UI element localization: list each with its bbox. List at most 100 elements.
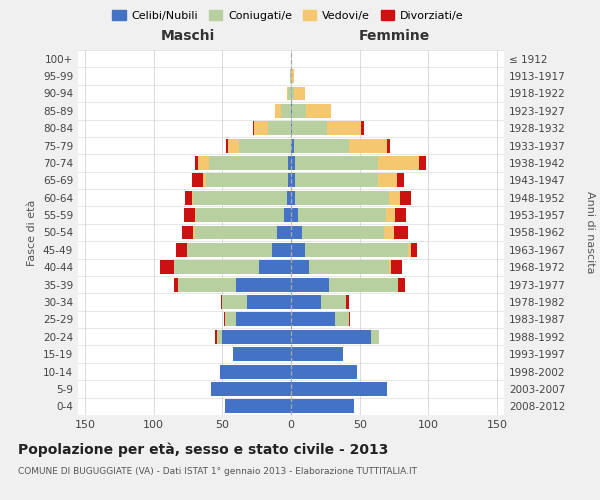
Bar [182,226,193,239]
Bar [291,104,292,118]
Bar [275,104,281,118]
Bar [268,122,291,135]
Bar [302,226,385,239]
Bar [291,208,298,222]
Bar [335,312,349,326]
Bar [236,278,291,291]
Bar [327,122,361,135]
Bar [224,312,225,326]
Bar [377,174,397,188]
Bar [394,226,408,239]
Bar [291,347,343,361]
Legend: Celibi/Nubili, Coniugati/e, Vedovi/e, Divorziati/e: Celibi/Nubili, Coniugati/e, Vedovi/e, Di… [108,6,468,25]
Bar [346,295,349,309]
Bar [193,226,195,239]
Bar [253,122,254,135]
Bar [395,208,406,222]
Bar [196,208,284,222]
Bar [295,156,377,170]
Bar [277,226,291,239]
Bar [291,191,295,204]
Bar [291,382,387,396]
Bar [387,138,390,152]
Text: COMUNE DI BUGUGGIATE (VA) - Dati ISTAT 1° gennaio 2013 - Elaborazione TUTTITALIA: COMUNE DI BUGUGGIATE (VA) - Dati ISTAT 1… [18,468,417,476]
Bar [386,208,395,222]
Bar [389,191,400,204]
Bar [284,208,291,222]
Bar [397,174,404,188]
Y-axis label: Fasce di età: Fasce di età [28,200,37,266]
Bar [195,226,277,239]
Bar [408,243,410,257]
Bar [385,226,394,239]
Bar [291,260,309,274]
Bar [298,208,386,222]
Bar [272,243,291,257]
Bar [225,400,291,413]
Bar [185,191,192,204]
Bar [291,156,295,170]
Bar [291,278,329,291]
Bar [197,156,209,170]
Bar [288,86,291,101]
Bar [309,260,389,274]
Bar [291,226,302,239]
Bar [281,104,291,118]
Bar [254,122,268,135]
Bar [228,138,239,152]
Bar [184,208,195,222]
Bar [217,330,222,344]
Bar [193,191,287,204]
Bar [291,364,357,378]
Bar [291,138,294,152]
Bar [400,191,410,204]
Bar [206,174,288,188]
Bar [176,243,187,257]
Bar [195,156,197,170]
Bar [291,400,354,413]
Bar [247,295,291,309]
Bar [287,191,291,204]
Bar [329,278,398,291]
Bar [174,278,178,291]
Bar [203,174,206,188]
Bar [349,138,387,152]
Bar [291,312,335,326]
Bar [321,295,346,309]
Y-axis label: Anni di nascita: Anni di nascita [585,191,595,274]
Bar [178,278,236,291]
Bar [292,122,327,135]
Bar [226,138,228,152]
Bar [239,138,291,152]
Bar [195,208,196,222]
Bar [305,243,408,257]
Bar [294,138,349,152]
Bar [410,243,418,257]
Bar [306,104,331,118]
Bar [211,382,291,396]
Bar [361,122,364,135]
Bar [160,260,174,274]
Bar [187,243,272,257]
Bar [294,86,305,101]
Text: Femmine: Femmine [358,29,430,43]
Bar [209,156,288,170]
Bar [288,156,291,170]
Bar [389,260,391,274]
Bar [391,260,403,274]
Bar [377,156,419,170]
Bar [233,347,291,361]
Bar [215,330,217,344]
Bar [288,174,291,188]
Bar [174,260,259,274]
Bar [192,191,193,204]
Bar [291,69,294,83]
Bar [295,174,377,188]
Text: Maschi: Maschi [161,29,215,43]
Bar [295,191,389,204]
Bar [291,295,321,309]
Bar [222,295,247,309]
Bar [349,312,350,326]
Bar [221,295,222,309]
Bar [291,330,371,344]
